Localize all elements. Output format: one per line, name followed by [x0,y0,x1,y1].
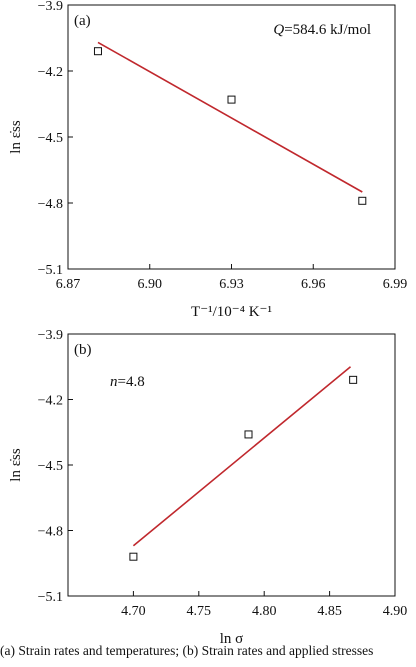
x-axis-label: ln σ [220,631,244,647]
y-tick-label: −4.2 [38,394,63,409]
y-tick-label: −3.9 [38,0,63,14]
x-tick-label: 6.99 [383,277,408,292]
plot-frame [67,4,396,270]
chart-panel-1: 6.87 6.90 6.93 6.96 6.99 −3.9 −4.2 −4.5 −4.8 −5.1… [8,0,407,320]
x-tick-label: 4.75 [187,604,212,619]
chart-panel-2: 4.70 4.75 4.80 4.85 4.90 −3.9 −4.2 −4.5 −4.8 −5.1… [8,328,407,647]
figure-caption: (a) Strain rates and temperatures; (b) S… [0,643,374,658]
y-tick-label: −5.1 [38,590,63,605]
data-point [358,196,367,205]
fit-line [132,366,352,547]
data-point [349,375,358,384]
panel-label: (a) [74,13,91,29]
data-point [244,430,253,439]
annotation: n=4.8 [110,374,145,390]
y-tick-label: −4.8 [38,525,63,540]
x-tick-label: 4.80 [252,604,277,619]
x-tick-label: 6.93 [219,277,244,292]
y-tick-label: −4.5 [38,131,63,146]
y-tick-label: −4.8 [38,197,63,212]
panel-label: (b) [74,342,92,358]
annotation: Q=584.6 kJ/mol [273,22,371,38]
y-tick-label: −4.2 [38,65,63,80]
x-axis-label: T⁻¹/10⁻⁴ K⁻¹ [191,304,272,320]
x-tick-label: 4.90 [383,604,408,619]
y-tick-label: −3.9 [38,328,63,343]
data-point [93,47,102,56]
data-point [129,552,138,561]
fit-line [97,41,363,193]
x-tick-label: 6.96 [301,277,326,292]
data-point [227,95,236,104]
x-tick-label: 6.87 [56,277,81,292]
y-axis-label: ln ε̇ss [8,448,24,482]
y-tick-label: −4.5 [38,459,63,474]
x-tick-label: 6.90 [138,277,163,292]
x-tick-label: 4.70 [121,604,146,619]
y-tick-label: −5.1 [38,263,63,278]
x-tick-label: 4.85 [317,604,342,619]
y-axis-label: ln ε̇ss [8,120,24,154]
